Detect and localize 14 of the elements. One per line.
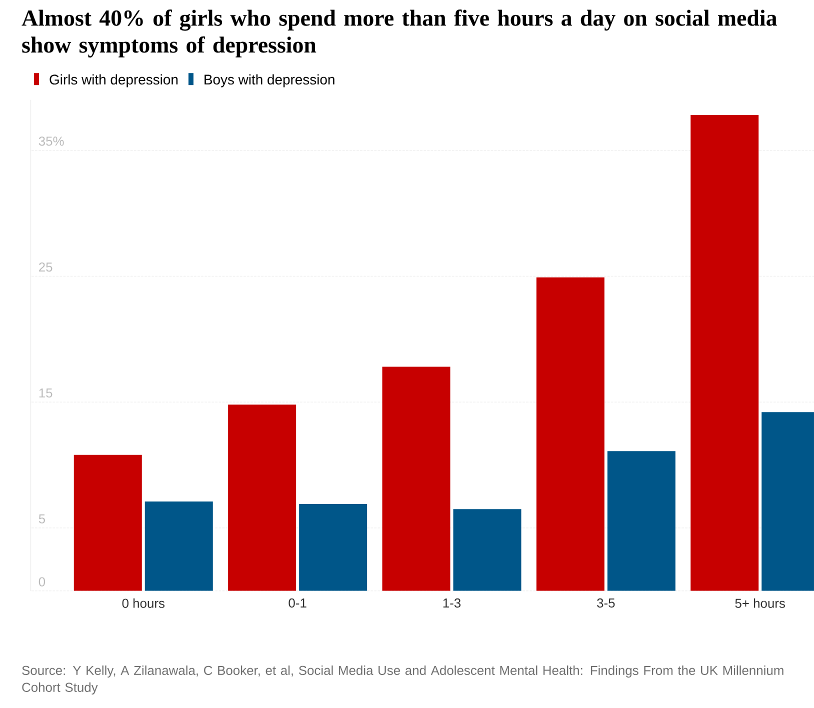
legend-label: Girls with depression [50,74,178,88]
x-tick-label: 0-1 [288,598,306,608]
y-tick-label: 15 [39,388,52,398]
x-tick-label: 0 hours [122,598,165,608]
x-tick-label: 3-5 [597,598,615,608]
chart-title: Almost 40% of girls who spend more than five hours a day on social media show symptoms of depression [22,10,777,58]
y-tick-label: 5 [38,514,46,524]
y-tick-label: 35% [38,136,64,146]
y-tick-label: 0 [38,577,46,586]
y-tick-label: 25 [39,262,52,272]
source-note: Source: Y Kelly, A Zilanawala, C Booker, et al, Social Media Use and Adolescent Mental Health: Findings From the UK Millennium Cohort Study [22,666,784,695]
x-tick-label: 5+ hours [735,598,785,608]
legend-label: Boys with depression [204,74,334,88]
x-tick-label: 1-3 [443,598,461,608]
